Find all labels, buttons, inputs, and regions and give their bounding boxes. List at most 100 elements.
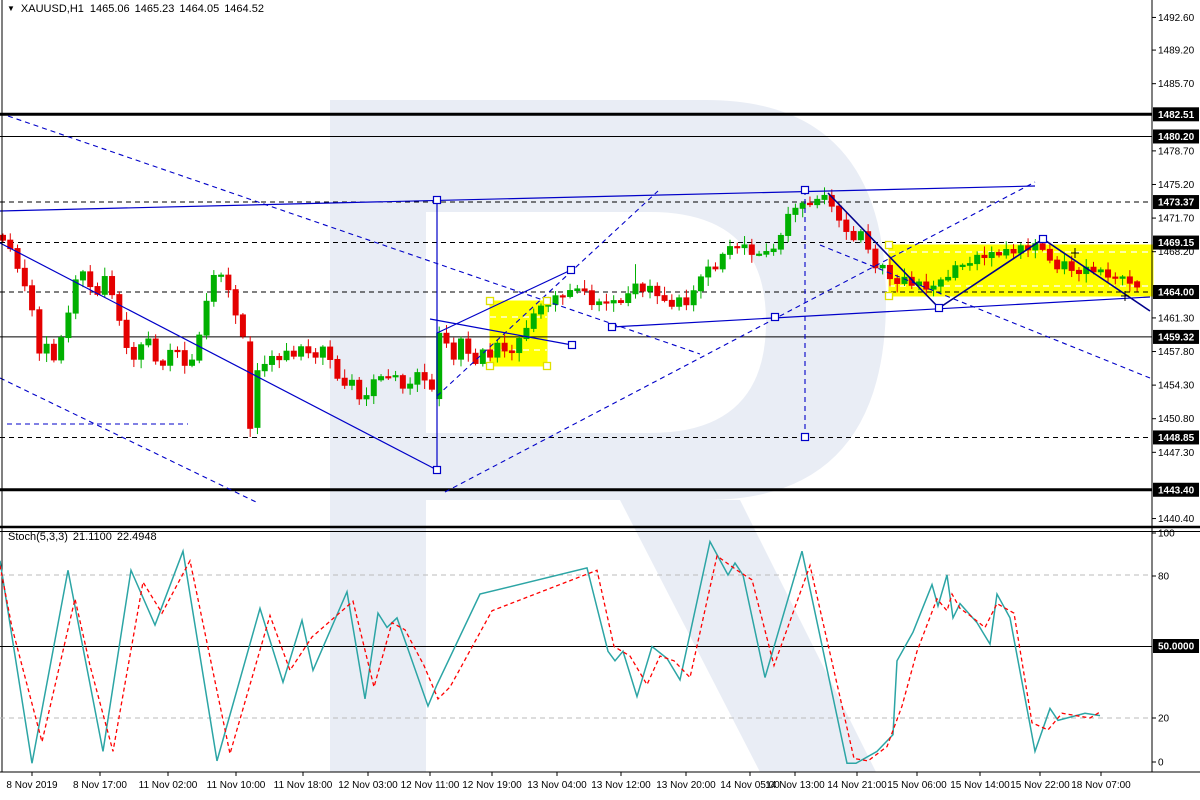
candle-body[interactable] xyxy=(65,312,72,339)
candle-body[interactable] xyxy=(428,379,435,390)
candle-body[interactable] xyxy=(189,359,196,366)
candle-body[interactable] xyxy=(218,274,225,277)
candle-body[interactable] xyxy=(647,285,654,292)
candle-body[interactable] xyxy=(305,346,312,354)
candle-body[interactable] xyxy=(319,346,326,358)
candle-body[interactable] xyxy=(312,352,319,358)
candle-body[interactable] xyxy=(0,234,6,241)
candle-body[interactable] xyxy=(1039,243,1046,250)
candle-body[interactable] xyxy=(581,288,588,292)
candle-body[interactable] xyxy=(850,230,857,241)
candle-body[interactable] xyxy=(370,379,377,397)
candle-body[interactable] xyxy=(617,300,624,304)
candle-body[interactable] xyxy=(574,288,581,292)
zigzag-line[interactable] xyxy=(827,192,1151,312)
candle-body[interactable] xyxy=(959,264,966,267)
candle-body[interactable] xyxy=(952,265,959,278)
candle-body[interactable] xyxy=(79,271,86,281)
candle-body[interactable] xyxy=(1097,269,1104,273)
candle-body[interactable] xyxy=(1090,266,1097,273)
candle-body[interactable] xyxy=(378,376,385,381)
candle-body[interactable] xyxy=(741,244,748,249)
candle-body[interactable] xyxy=(981,254,988,259)
candle-body[interactable] xyxy=(152,338,159,362)
candle-body[interactable] xyxy=(421,372,428,381)
candle-body[interactable] xyxy=(537,305,544,315)
candle-body[interactable] xyxy=(123,319,130,348)
candle-body[interactable] xyxy=(356,379,363,400)
candle-body[interactable] xyxy=(930,285,937,290)
zone-handle[interactable] xyxy=(485,296,495,306)
candle-body[interactable] xyxy=(806,202,813,206)
candle-body[interactable] xyxy=(1126,276,1133,284)
candle-body[interactable] xyxy=(516,338,523,354)
candle-body[interactable] xyxy=(974,254,981,265)
zone-handle[interactable] xyxy=(542,296,552,306)
candle-body[interactable] xyxy=(181,350,188,366)
candle-body[interactable] xyxy=(559,295,566,298)
candle-body[interactable] xyxy=(261,363,268,372)
candle-body[interactable] xyxy=(203,300,210,336)
candle-body[interactable] xyxy=(828,194,835,207)
candle-body[interactable] xyxy=(1105,269,1112,278)
candle-body[interactable] xyxy=(748,244,755,255)
zone-handle[interactable] xyxy=(542,361,552,371)
candle-body[interactable] xyxy=(167,349,174,366)
trendline-6[interactable] xyxy=(611,296,1151,328)
candle-body[interactable] xyxy=(487,349,494,358)
candle-body[interactable] xyxy=(770,248,777,253)
candle-body[interactable] xyxy=(276,355,283,361)
candle-body[interactable] xyxy=(1112,276,1119,279)
candle-body[interactable] xyxy=(21,267,28,287)
candle-body[interactable] xyxy=(945,276,952,281)
candle-body[interactable] xyxy=(494,342,501,358)
candle-body[interactable] xyxy=(298,346,305,357)
candle-body[interactable] xyxy=(341,377,348,386)
candle-body[interactable] xyxy=(588,290,595,306)
candle-body[interactable] xyxy=(777,234,784,250)
candle-body[interactable] xyxy=(625,293,632,304)
candle-body[interactable] xyxy=(661,295,668,301)
candle-body[interactable] xyxy=(727,246,733,255)
candle-body[interactable] xyxy=(843,219,850,232)
candle-body[interactable] xyxy=(937,279,944,287)
dashed-trendline-2[interactable] xyxy=(0,377,257,503)
object-handle[interactable] xyxy=(432,195,442,205)
candle-body[interactable] xyxy=(116,294,123,321)
candle-body[interactable] xyxy=(508,350,515,354)
candle-body[interactable] xyxy=(479,349,486,364)
candle-body[interactable] xyxy=(654,285,661,297)
candle-body[interactable] xyxy=(268,355,275,365)
candle-body[interactable] xyxy=(966,263,973,266)
candle-body[interactable] xyxy=(610,300,617,304)
candle-body[interactable] xyxy=(901,276,908,284)
candle-body[interactable] xyxy=(72,279,79,314)
candle-body[interactable] xyxy=(145,338,152,346)
candle-body[interactable] xyxy=(130,346,137,360)
candle-body[interactable] xyxy=(821,194,828,200)
candle-body[interactable] xyxy=(799,202,806,209)
zone-handle[interactable] xyxy=(884,240,894,250)
candle-body[interactable] xyxy=(814,198,821,206)
candle-body[interactable] xyxy=(334,358,341,379)
candle-body[interactable] xyxy=(894,278,901,284)
candle-body[interactable] xyxy=(923,281,930,290)
candle-body[interactable] xyxy=(50,343,57,361)
candle-body[interactable] xyxy=(1054,259,1061,270)
candle-body[interactable] xyxy=(159,360,166,366)
candle-body[interactable] xyxy=(247,341,254,429)
candle-body[interactable] xyxy=(138,344,145,360)
object-handle[interactable] xyxy=(607,322,617,332)
candle-body[interactable] xyxy=(348,379,355,386)
trendline-4[interactable] xyxy=(436,269,572,334)
candle-body[interactable] xyxy=(995,252,1002,256)
candle-body[interactable] xyxy=(43,343,50,354)
symbol-dropdown-icon[interactable]: ▼ xyxy=(7,4,15,13)
object-handle[interactable] xyxy=(1038,234,1048,244)
candle-body[interactable] xyxy=(734,246,741,249)
candle-body[interactable] xyxy=(632,283,639,295)
object-handle[interactable] xyxy=(934,303,944,313)
dashed-trendline-1[interactable] xyxy=(7,115,701,355)
candle-body[interactable] xyxy=(567,290,574,297)
zone-handle[interactable] xyxy=(884,291,894,301)
